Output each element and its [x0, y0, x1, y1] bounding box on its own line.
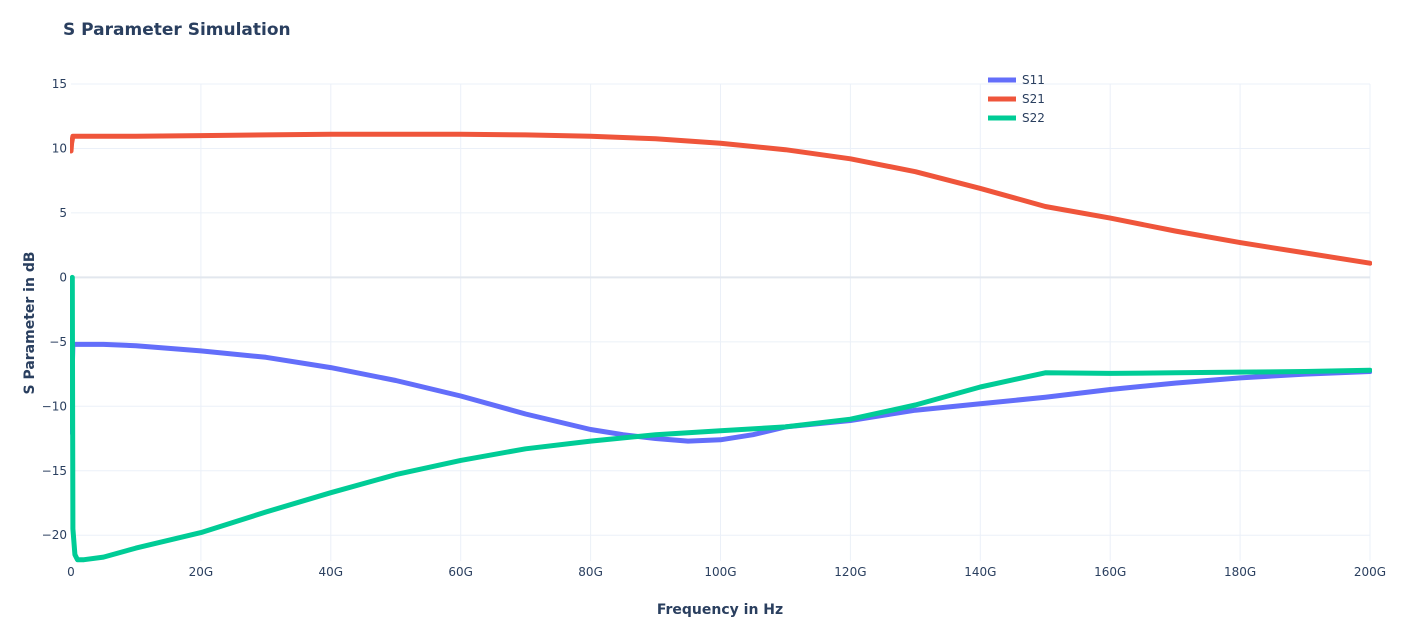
grid	[71, 83, 1371, 561]
legend[interactable]: S11 S21 S22	[988, 73, 1045, 125]
x-tick-label: 180G	[1224, 565, 1256, 579]
series-line-s21	[70, 131, 1372, 266]
series-lines	[70, 131, 1372, 563]
legend-item-s11[interactable]: S11	[988, 73, 1045, 87]
y-tick-label: 10	[52, 141, 67, 155]
x-tick-label: 20G	[189, 565, 214, 579]
tick-labels: 0 20G 40G 60G 80G 100G 120G 140G 160G 180G 200G 15 1…	[42, 77, 1386, 579]
series-line-s11	[70, 341, 1372, 444]
x-tick-label: 140G	[964, 565, 996, 579]
x-tick-label: 80G	[578, 565, 603, 579]
x-tick-label: 40G	[319, 565, 344, 579]
chart-title: S Parameter Simulation	[63, 20, 291, 40]
x-tick-label: 0	[67, 565, 75, 579]
y-tick-label: −20	[42, 528, 67, 542]
legend-label: S11	[1022, 73, 1045, 87]
legend-label: S21	[1022, 92, 1045, 106]
y-tick-label: 5	[59, 206, 67, 220]
legend-label: S22	[1022, 111, 1045, 125]
x-tick-label: 160G	[1094, 565, 1126, 579]
y-axis-title: S Parameter in dB	[22, 251, 38, 394]
x-tick-label: 60G	[448, 565, 473, 579]
x-tick-label: 100G	[704, 565, 736, 579]
x-axis-title: Frequency in Hz	[657, 602, 783, 618]
series-line-s22	[70, 274, 1372, 563]
x-tick-label: 120G	[834, 565, 866, 579]
y-tick-label: −15	[42, 464, 67, 478]
legend-item-s21[interactable]: S21	[988, 92, 1045, 106]
y-tick-label: 0	[59, 270, 67, 284]
y-tick-label: −10	[42, 399, 67, 413]
y-tick-label: 15	[52, 77, 67, 91]
legend-item-s22[interactable]: S22	[988, 111, 1045, 125]
y-tick-label: −5	[49, 335, 67, 349]
x-tick-label: 200G	[1354, 565, 1386, 579]
